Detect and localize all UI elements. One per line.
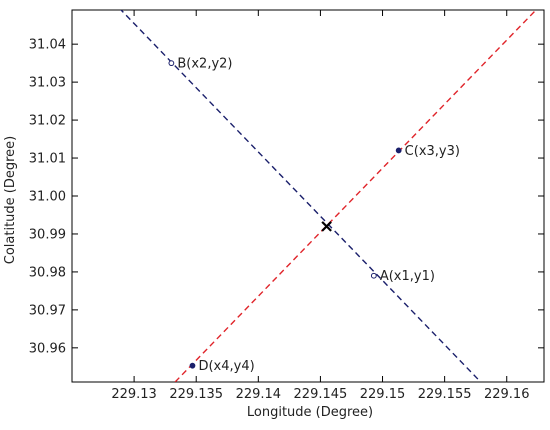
y-tick-label: 30.98 (29, 265, 66, 280)
series-lines (120, 10, 537, 382)
intersection-marker (321, 221, 332, 232)
x-tick-label: 229.145 (294, 387, 348, 402)
data-point-label: B(x2,y2) (177, 57, 232, 72)
x-axis-label: Longitude (Degree) (247, 405, 373, 420)
plot-frame (71, 9, 545, 383)
x-tick-label: 229.135 (169, 387, 223, 402)
y-tick-label: 30.96 (29, 341, 66, 356)
data-point-label: D(x4,y4) (198, 359, 254, 374)
x-tick-label: 229.155 (418, 387, 472, 402)
y-tick-label: 31.03 (29, 76, 66, 91)
x-tick-label: 229.15 (360, 387, 406, 402)
x-tick-label: 229.14 (236, 387, 282, 402)
data-point-1 (370, 272, 377, 279)
y-tick-label: 31.00 (29, 190, 66, 205)
data-points: A(x1,y1) B(x2,y2) C(x3,y3) D(x4,y4) (168, 57, 460, 374)
data-point-2 (168, 60, 175, 67)
plot-area (71, 9, 545, 383)
y-tick-label: 31.02 (29, 114, 66, 129)
y-tick-label: 30.99 (29, 227, 66, 242)
axis-ticks: 229.13 229.135 229.14 229.145 229.15 229.155 2… (29, 10, 544, 402)
y-axis-label: Colatitude (Degree) (3, 136, 18, 265)
y-tick-label: 31.01 (29, 152, 66, 167)
series-line-2 (174, 10, 537, 382)
series-line-1 (120, 10, 482, 382)
y-tick-label: 30.97 (29, 303, 66, 318)
x-tick-label: 229.16 (484, 387, 530, 402)
y-tick-label: 31.04 (29, 38, 66, 53)
data-point-4 (189, 362, 196, 369)
data-point-label: A(x1,y1) (380, 269, 435, 284)
x-tick-label: 229.13 (111, 387, 157, 402)
data-point-label: C(x3,y3) (405, 144, 460, 159)
data-point-3 (395, 147, 402, 154)
